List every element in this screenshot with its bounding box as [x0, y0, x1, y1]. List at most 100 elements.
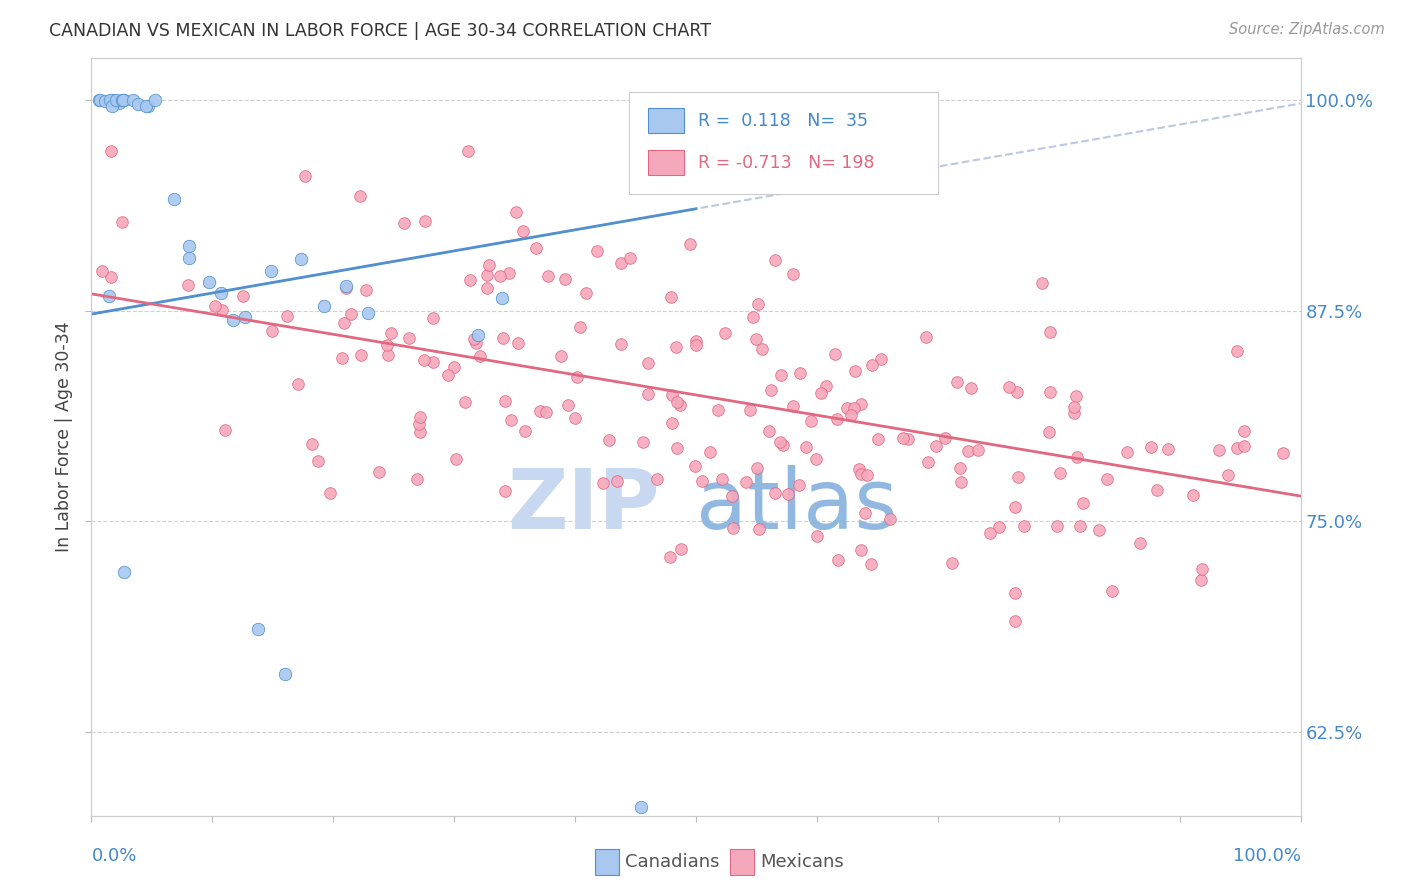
Point [685, 334, 707, 349]
Point [512, 224, 534, 238]
Point [720, 489, 742, 503]
Point [475, 281, 498, 295]
Point [794, 440, 817, 454]
Point [645, 472, 668, 486]
Point [104, 93, 127, 107]
Point [100, 270, 122, 285]
Point [319, 486, 342, 500]
Point [763, 486, 786, 500]
Point [679, 237, 702, 252]
Point [690, 474, 713, 488]
Point [998, 380, 1021, 394]
Point [1004, 500, 1026, 514]
Point [349, 189, 371, 203]
Point [1049, 467, 1071, 481]
Point [274, 666, 297, 681]
Point [112, 93, 135, 107]
Point [966, 442, 988, 457]
Point [498, 266, 520, 280]
Point [825, 412, 848, 426]
Point [1007, 470, 1029, 484]
Point [946, 375, 969, 389]
Point [1182, 488, 1205, 502]
Point [800, 414, 823, 428]
Point [699, 445, 721, 459]
Bar [595, 849, 619, 874]
Point [1232, 439, 1254, 453]
Point [1071, 495, 1094, 509]
Point [301, 437, 323, 451]
Point [665, 340, 688, 354]
Point [488, 269, 510, 284]
Point [751, 342, 773, 356]
Point [810, 386, 832, 401]
Point [494, 483, 516, 498]
Point [276, 309, 298, 323]
Point [849, 397, 872, 411]
Point [685, 338, 707, 352]
Text: CANADIAN VS MEXICAN IN LABOR FORCE | AGE 30-34 CORRELATION CHART: CANADIAN VS MEXICAN IN LABOR FORCE | AGE… [49, 22, 711, 40]
Point [211, 302, 233, 317]
Point [214, 423, 236, 437]
Point [1146, 483, 1168, 497]
Point [1226, 344, 1249, 359]
Point [101, 99, 124, 113]
Point [260, 324, 283, 338]
Point [294, 169, 316, 183]
Point [1157, 442, 1180, 457]
Point [661, 387, 683, 401]
Point [108, 95, 131, 110]
Point [127, 97, 149, 112]
Point [335, 281, 357, 295]
Point [478, 258, 501, 272]
Point [844, 364, 866, 378]
Point [513, 424, 536, 438]
Point [666, 442, 689, 456]
Point [499, 413, 522, 427]
Point [467, 327, 489, 342]
Point [1271, 446, 1294, 460]
Point [422, 355, 444, 369]
Point [232, 289, 254, 303]
Point [941, 556, 963, 570]
Point [856, 468, 879, 483]
Point [917, 455, 939, 469]
Point [925, 439, 948, 453]
Point [606, 474, 628, 488]
Point [1063, 400, 1085, 414]
Point [776, 487, 799, 501]
Point [763, 252, 786, 267]
Point [114, 565, 136, 579]
Point [957, 443, 980, 458]
Point [1004, 614, 1026, 628]
Point [163, 192, 186, 206]
Point [860, 358, 883, 372]
Point [804, 452, 827, 467]
Point [136, 99, 159, 113]
Text: R = -0.713   N= 198: R = -0.713 N= 198 [699, 153, 875, 171]
Point [98, 93, 121, 107]
Y-axis label: In Labor Force | Age 30-34: In Labor Force | Age 30-34 [55, 322, 73, 552]
Point [312, 299, 335, 313]
Point [1039, 326, 1062, 340]
Point [177, 278, 200, 293]
Point [610, 256, 633, 270]
Point [398, 331, 420, 345]
Point [367, 465, 389, 479]
Point [1218, 467, 1240, 482]
Point [683, 459, 706, 474]
Point [529, 404, 551, 418]
Point [100, 144, 122, 158]
Point [409, 425, 432, 440]
Point [1039, 385, 1062, 400]
Point [89, 93, 111, 107]
Point [745, 332, 768, 346]
Point [806, 529, 828, 543]
Point [769, 434, 792, 449]
Point [422, 310, 444, 325]
FancyBboxPatch shape [630, 92, 938, 194]
Point [392, 216, 415, 230]
Point [851, 467, 873, 482]
Point [745, 460, 768, 475]
Point [897, 432, 920, 446]
